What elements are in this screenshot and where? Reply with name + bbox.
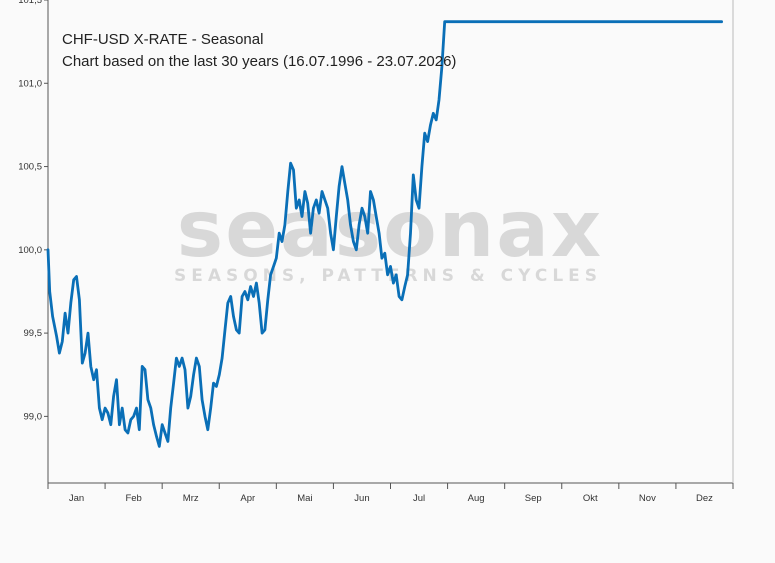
x-tick-label: Sep xyxy=(525,493,542,504)
seasonal-line xyxy=(46,20,723,448)
x-tick-label: Okt xyxy=(583,493,598,504)
x-tick-label: Apr xyxy=(240,493,255,504)
title-block: CHF-USD X-RATE - Seasonal Chart based on… xyxy=(62,31,456,70)
x-tick-label: Aug xyxy=(468,493,485,504)
x-tick-label: Jan xyxy=(69,493,84,504)
y-tick-label: 100,0 xyxy=(18,245,42,256)
x-tick-label: Mrz xyxy=(183,493,199,504)
x-tick-label: Mai xyxy=(297,493,312,504)
series-layer xyxy=(46,20,723,448)
y-tick-label: 101,0 xyxy=(18,78,42,89)
x-tick-label: Jul xyxy=(413,493,425,504)
chart-title: CHF-USD X-RATE - Seasonal xyxy=(62,31,263,48)
x-tick-label: Dez xyxy=(696,493,713,504)
watermark: seasonax SEASONS, PATTERNS & CYCLES xyxy=(174,185,603,286)
watermark-tagline: SEASONS, PATTERNS & CYCLES xyxy=(174,266,602,286)
chart-subtitle: Chart based on the last 30 years (16.07.… xyxy=(62,53,456,70)
axes: 99,0 99,5 100,0 100,5 101,0 101,5 Jan Feb Mrz Apr… xyxy=(18,0,734,504)
x-tick-label: Nov xyxy=(639,493,656,504)
x-tick-label: Feb xyxy=(125,493,141,504)
y-tick-label: 100,5 xyxy=(18,162,42,173)
y-tick-label: 99,0 xyxy=(24,411,43,422)
y-tick-label: 101,5 xyxy=(18,0,42,6)
watermark-logo: seasonax xyxy=(177,185,603,275)
x-tick-label: Jun xyxy=(354,493,369,504)
y-tick-label: 99,5 xyxy=(24,328,43,339)
